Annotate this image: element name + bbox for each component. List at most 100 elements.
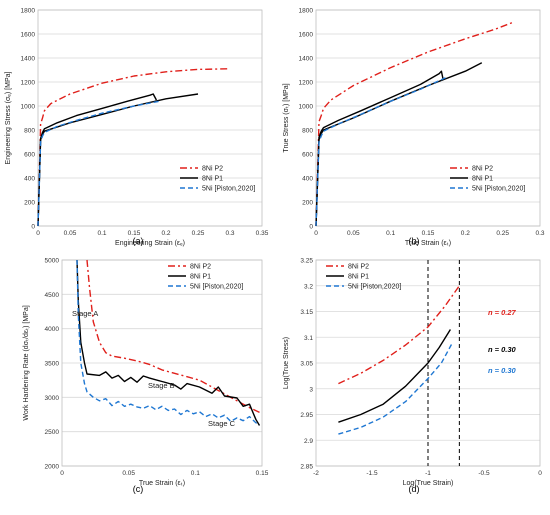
x-tick-label: 0.3 — [535, 230, 544, 237]
y-tick-label: 3000 — [45, 395, 60, 402]
x-tick-label: 0.1 — [97, 230, 106, 237]
x-tick-label: -2 — [313, 470, 319, 477]
series-line — [76, 259, 261, 426]
n-value-annotation: n = 0.30 — [488, 345, 517, 354]
series-line — [338, 342, 454, 435]
x-tick-label: -0.5 — [478, 470, 490, 477]
x-tick-label: 0.2 — [461, 230, 470, 237]
y-tick-label: 2.95 — [300, 412, 313, 419]
y-tick-label: 4000 — [45, 326, 60, 333]
y-tick-label: 2500 — [45, 429, 60, 436]
y-tick-label: 3.15 — [300, 309, 313, 316]
y-tick-label: 1200 — [21, 80, 36, 87]
x-axis-label: True Strain (εₜ) — [405, 240, 451, 247]
y-tick-label: 3.05 — [300, 361, 313, 368]
x-axis-label: Engineering Strain (εₑ) — [115, 240, 185, 247]
x-tick-label: 0.1 — [191, 470, 200, 477]
plot-frame — [61, 259, 263, 467]
stage-annotation: Stage A — [72, 309, 98, 318]
x-tick-label: 0.15 — [128, 230, 141, 237]
y-tick-label: 3.2 — [304, 283, 313, 290]
series-line — [315, 70, 444, 227]
x-tick-label: -1 — [425, 470, 431, 477]
series-line — [37, 68, 231, 227]
series-line — [315, 76, 447, 227]
y-axis-label: True Stress (σₜ) [MPa] — [283, 83, 290, 152]
panel-caption: (b) — [409, 236, 420, 246]
x-tick-label: 0 — [60, 470, 64, 477]
panel-caption: (a) — [133, 236, 144, 246]
y-tick-label: 1400 — [299, 56, 314, 63]
stage-annotation: Stage C — [208, 419, 236, 428]
y-tick-label: 1800 — [299, 8, 314, 15]
y-tick-label: 400 — [24, 176, 35, 183]
x-tick-label: 0.35 — [256, 230, 269, 237]
series-line — [315, 21, 515, 227]
y-tick-label: 800 — [24, 128, 35, 135]
n-value-annotation: n = 0.30 — [488, 366, 517, 375]
series-line — [37, 93, 158, 227]
x-tick-label: 0.15 — [422, 230, 435, 237]
y-tick-label: 600 — [24, 152, 35, 159]
y-tick-label: 3.1 — [304, 335, 313, 342]
x-tick-label: 0 — [36, 230, 40, 237]
y-tick-label: 2.85 — [300, 464, 313, 471]
y-tick-label: 4500 — [45, 292, 60, 299]
series-line — [76, 259, 260, 426]
plot-frame — [37, 9, 263, 227]
legend-label: 5Ni [Piston,2020] — [190, 284, 243, 291]
y-tick-label: 1400 — [21, 56, 36, 63]
y-tick-label: 400 — [302, 176, 313, 183]
y-tick-label: 1000 — [21, 104, 36, 111]
x-tick-label: 0.05 — [122, 470, 135, 477]
y-tick-label: 200 — [24, 200, 35, 207]
x-tick-label: 0.05 — [347, 230, 360, 237]
y-tick-label: 800 — [302, 128, 313, 135]
y-tick-label: 3 — [309, 386, 313, 393]
y-tick-label: 1000 — [299, 104, 314, 111]
y-tick-label: 0 — [309, 224, 313, 231]
panel-caption: (d) — [409, 484, 420, 494]
x-axis-label: Log(True Strain) — [403, 480, 454, 487]
plot-frame — [315, 9, 541, 227]
x-axis-label: True Strain (εₜ) — [139, 480, 185, 487]
series-line — [315, 62, 483, 227]
x-tick-label: 0.25 — [192, 230, 205, 237]
n-value-annotation: n = 0.27 — [488, 308, 517, 317]
legend-label: 5Ni [Piston,2020] — [348, 284, 401, 291]
series-line — [86, 259, 260, 414]
y-tick-label: 3500 — [45, 361, 60, 368]
legend-label: 8Ni P1 — [202, 176, 223, 183]
legend-label: 8Ni P1 — [348, 274, 369, 281]
legend-label: 8Ni P1 — [190, 274, 211, 281]
y-tick-label: 1800 — [21, 8, 36, 15]
x-tick-label: -1.5 — [366, 470, 378, 477]
series-line — [37, 100, 160, 227]
y-axis-label: Log(True Stress) — [283, 337, 290, 389]
y-tick-label: 2.9 — [304, 438, 313, 445]
y-tick-label: 2000 — [45, 464, 60, 471]
y-tick-label: 1600 — [299, 32, 314, 39]
legend-label: 8Ni P2 — [472, 166, 493, 173]
legend-label: 8Ni P2 — [190, 264, 211, 271]
x-tick-label: 0 — [538, 470, 542, 477]
legend-label: 5Ni [Piston,2020] — [472, 186, 525, 193]
legend-label: 8Ni P2 — [202, 166, 223, 173]
y-tick-label: 1200 — [299, 80, 314, 87]
panel-caption: (c) — [133, 484, 144, 494]
y-tick-label: 600 — [302, 152, 313, 159]
legend-label: 8Ni P1 — [472, 176, 493, 183]
series-line — [338, 329, 451, 423]
x-tick-label: 0 — [314, 230, 318, 237]
series-line — [338, 285, 460, 385]
x-tick-label: 0.1 — [386, 230, 395, 237]
y-tick-label: 1600 — [21, 32, 36, 39]
legend-label: 8Ni P2 — [348, 264, 369, 271]
y-tick-label: 3.25 — [300, 258, 313, 265]
x-tick-label: 0.2 — [161, 230, 170, 237]
y-axis-label: Engineering Stress (σₑ) [MPa] — [5, 71, 12, 164]
x-tick-label: 0.25 — [496, 230, 509, 237]
y-tick-label: 5000 — [45, 258, 60, 265]
y-tick-label: 0 — [31, 224, 35, 231]
